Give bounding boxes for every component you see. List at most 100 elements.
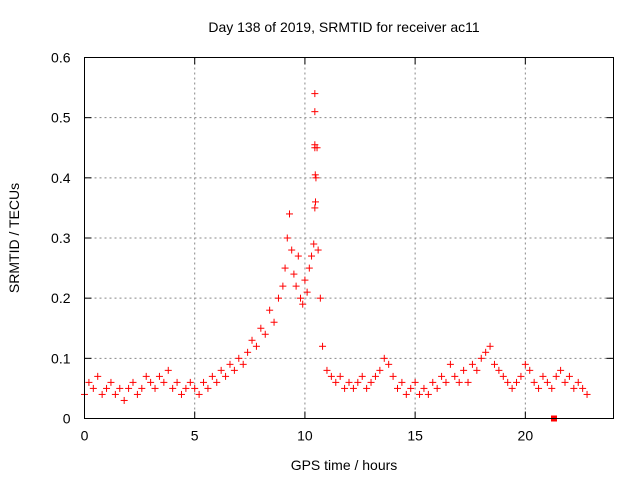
data-point <box>482 348 490 356</box>
y-tick-label: 0.2 <box>51 290 71 306</box>
data-point <box>177 390 185 398</box>
data-point <box>583 390 591 398</box>
data-point <box>376 366 384 374</box>
data-point-outlier <box>311 108 319 116</box>
data-point <box>358 372 366 380</box>
data-point <box>393 384 401 392</box>
data-point <box>186 378 194 386</box>
data-point <box>565 372 573 380</box>
data-point <box>420 384 428 392</box>
data-point <box>279 282 287 290</box>
data-point <box>111 390 119 398</box>
y-tick-label: 0.5 <box>51 110 71 126</box>
data-point <box>116 384 124 392</box>
data-point <box>303 288 311 296</box>
data-point <box>526 366 534 374</box>
x-tick-label: 10 <box>297 428 313 444</box>
data-point <box>305 264 313 272</box>
data-point <box>557 366 565 374</box>
data-point-outlier <box>311 171 319 179</box>
data-point <box>89 384 97 392</box>
data-point <box>208 372 216 380</box>
data-points <box>81 90 591 422</box>
data-point <box>398 378 406 386</box>
data-point <box>455 378 463 386</box>
data-point <box>473 366 481 374</box>
data-point <box>312 174 320 182</box>
data-point <box>363 384 371 392</box>
data-point <box>385 360 393 368</box>
y-tick-label: 0.4 <box>51 170 71 186</box>
data-point <box>230 366 238 374</box>
data-point <box>574 378 582 386</box>
y-tick-label: 0 <box>63 411 71 427</box>
data-point <box>125 384 133 392</box>
data-point <box>517 372 525 380</box>
data-point <box>316 294 324 302</box>
data-point <box>530 378 538 386</box>
y-tick-label: 0.3 <box>51 230 71 246</box>
data-point <box>248 336 256 344</box>
data-point-outlier <box>311 144 319 152</box>
data-point <box>349 384 357 392</box>
data-point <box>535 384 543 392</box>
data-point <box>138 384 146 392</box>
data-point <box>319 342 327 350</box>
data-point <box>451 372 459 380</box>
data-point <box>424 390 432 398</box>
data-point-outlier <box>311 90 319 98</box>
data-point <box>103 384 111 392</box>
y-tick-label: 0.6 <box>51 50 71 66</box>
data-point <box>561 378 569 386</box>
data-point <box>433 384 441 392</box>
data-point <box>120 396 128 404</box>
data-point-outlier <box>311 198 319 206</box>
data-point <box>85 378 93 386</box>
axis-ticks: 0 0.1 0.2 0.3 0.4 0.5 0.6 0 5 10 15 20 <box>51 50 614 444</box>
data-point <box>367 378 375 386</box>
plot-frame <box>84 57 614 419</box>
data-point <box>239 360 247 368</box>
data-point <box>371 372 379 380</box>
data-point <box>182 384 190 392</box>
data-point <box>191 384 199 392</box>
data-point <box>213 378 221 386</box>
data-point <box>402 390 410 398</box>
data-point <box>341 384 349 392</box>
data-point <box>548 384 556 392</box>
data-point <box>486 342 494 350</box>
data-point <box>195 390 203 398</box>
data-point <box>579 384 587 392</box>
data-point <box>552 372 560 380</box>
data-point <box>160 378 168 386</box>
data-point <box>310 240 318 248</box>
data-point <box>327 372 335 380</box>
data-point <box>446 360 454 368</box>
x-tick-label: 5 <box>191 428 199 444</box>
x-tick-label: 0 <box>81 428 89 444</box>
x-axis-label: GPS time / hours <box>291 457 398 473</box>
x-tick-label: 15 <box>407 428 423 444</box>
data-point <box>294 252 302 260</box>
data-point <box>290 270 298 278</box>
data-point <box>477 354 485 362</box>
data-point <box>323 366 331 374</box>
data-point <box>332 378 340 386</box>
data-point <box>129 378 137 386</box>
data-point <box>460 366 468 374</box>
data-point <box>235 354 243 362</box>
data-point <box>244 348 252 356</box>
grid <box>84 57 614 419</box>
data-point <box>173 378 181 386</box>
data-point <box>283 234 291 242</box>
data-point <box>389 372 397 380</box>
data-point <box>438 372 446 380</box>
data-point <box>142 372 150 380</box>
y-axis-label: SRMTID / TECUs <box>6 183 22 293</box>
data-point <box>468 360 476 368</box>
data-point <box>257 324 265 332</box>
data-point <box>261 330 269 338</box>
data-point <box>429 378 437 386</box>
data-point <box>151 384 159 392</box>
